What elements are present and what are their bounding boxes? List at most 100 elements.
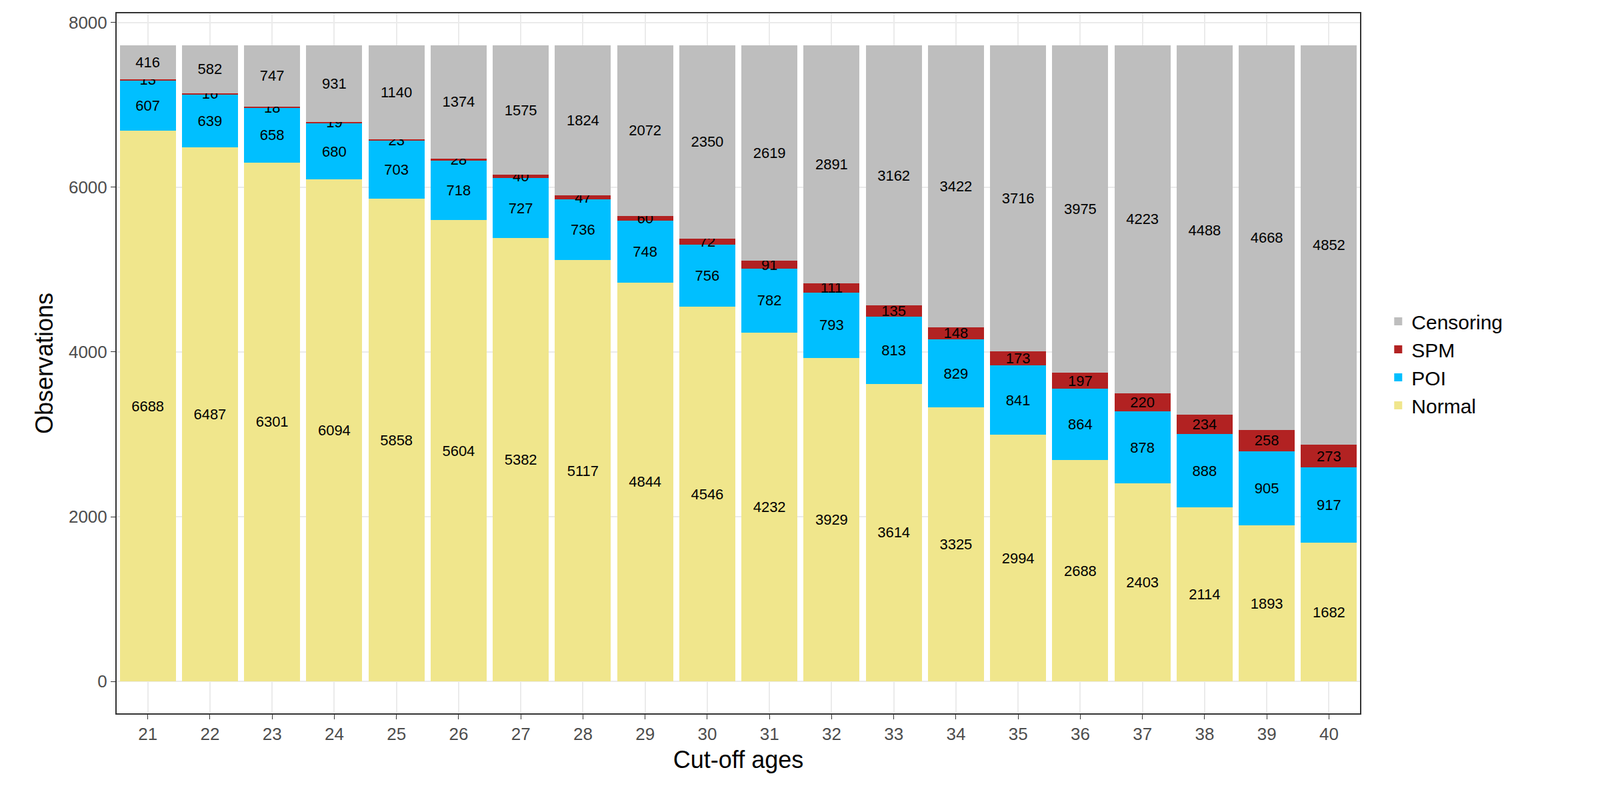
svg-text:2403: 2403: [1126, 574, 1159, 591]
svg-text:111: 111: [820, 279, 843, 296]
svg-text:4546: 4546: [690, 486, 724, 503]
svg-text:POI: POI: [1411, 367, 1446, 390]
svg-text:703: 703: [384, 161, 409, 178]
svg-text:4232: 4232: [753, 498, 786, 516]
svg-text:24: 24: [324, 724, 344, 744]
svg-text:23: 23: [262, 724, 282, 744]
svg-text:72: 72: [699, 233, 716, 250]
svg-text:4000: 4000: [68, 342, 108, 362]
svg-text:2688: 2688: [1064, 562, 1097, 580]
svg-text:31: 31: [760, 724, 780, 744]
svg-text:Normal: Normal: [1411, 395, 1476, 418]
svg-text:841: 841: [1006, 392, 1031, 409]
svg-text:416: 416: [135, 54, 160, 71]
svg-text:28: 28: [450, 151, 467, 168]
svg-text:4668: 4668: [1250, 229, 1284, 246]
svg-text:37: 37: [1132, 724, 1152, 744]
svg-text:864: 864: [1068, 416, 1093, 433]
svg-text:5858: 5858: [380, 432, 413, 449]
svg-text:34: 34: [946, 724, 966, 744]
svg-text:793: 793: [819, 316, 844, 334]
svg-text:39: 39: [1257, 724, 1277, 744]
svg-text:8000: 8000: [68, 12, 108, 33]
svg-text:2994: 2994: [1002, 550, 1035, 567]
svg-text:Cut-off ages: Cut-off ages: [673, 746, 804, 774]
svg-text:5604: 5604: [442, 442, 475, 460]
svg-text:1374: 1374: [442, 93, 475, 110]
svg-text:2891: 2891: [815, 156, 848, 173]
svg-text:5382: 5382: [504, 451, 538, 468]
svg-text:4488: 4488: [1188, 222, 1221, 239]
svg-text:6094: 6094: [318, 422, 351, 439]
svg-text:813: 813: [881, 342, 906, 359]
svg-text:748: 748: [632, 243, 658, 260]
svg-text:2350: 2350: [690, 133, 724, 150]
svg-text:1575: 1575: [504, 102, 538, 119]
svg-text:829: 829: [944, 365, 969, 382]
svg-text:931: 931: [322, 75, 347, 92]
svg-text:5117: 5117: [567, 462, 599, 480]
svg-text:3325: 3325: [939, 536, 972, 553]
svg-text:727: 727: [508, 200, 534, 217]
svg-text:2000: 2000: [68, 506, 108, 527]
svg-text:658: 658: [260, 126, 285, 144]
svg-text:40: 40: [1319, 724, 1339, 744]
svg-text:747: 747: [260, 67, 285, 84]
svg-text:680: 680: [322, 143, 347, 160]
svg-text:3975: 3975: [1064, 200, 1097, 218]
svg-text:1824: 1824: [566, 112, 600, 129]
svg-text:6000: 6000: [68, 177, 108, 198]
svg-text:3716: 3716: [1002, 190, 1035, 207]
svg-text:38: 38: [1194, 724, 1214, 744]
svg-text:782: 782: [757, 292, 782, 309]
svg-text:220: 220: [1130, 394, 1155, 411]
svg-text:Censoring: Censoring: [1411, 311, 1503, 334]
svg-text:28: 28: [573, 724, 593, 744]
svg-text:47: 47: [574, 189, 591, 206]
svg-text:135: 135: [881, 302, 906, 320]
svg-text:3162: 3162: [877, 167, 910, 184]
svg-text:91: 91: [761, 256, 778, 274]
svg-text:273: 273: [1316, 448, 1342, 465]
svg-text:0: 0: [97, 671, 107, 692]
svg-text:22: 22: [200, 724, 220, 744]
svg-text:27: 27: [511, 724, 531, 744]
svg-text:25: 25: [386, 724, 406, 744]
svg-text:2072: 2072: [628, 122, 662, 139]
svg-text:29: 29: [635, 724, 655, 744]
svg-text:1140: 1140: [380, 84, 412, 101]
svg-text:6301: 6301: [256, 413, 289, 430]
svg-text:1893: 1893: [1250, 595, 1284, 612]
svg-text:718: 718: [446, 182, 472, 199]
svg-text:1682: 1682: [1312, 604, 1346, 621]
svg-text:4223: 4223: [1126, 210, 1159, 228]
svg-text:4852: 4852: [1312, 236, 1346, 254]
svg-text:234: 234: [1192, 416, 1218, 433]
svg-text:16: 16: [202, 85, 218, 102]
svg-text:4844: 4844: [628, 473, 662, 490]
svg-text:917: 917: [1316, 496, 1342, 514]
svg-text:SPM: SPM: [1411, 339, 1455, 362]
svg-text:756: 756: [695, 267, 720, 284]
svg-text:23: 23: [388, 132, 404, 149]
svg-text:19: 19: [326, 114, 342, 131]
svg-text:736: 736: [570, 221, 596, 238]
svg-text:3422: 3422: [939, 178, 972, 195]
svg-text:3614: 3614: [877, 524, 910, 541]
svg-text:30: 30: [697, 724, 717, 744]
svg-text:33: 33: [884, 724, 904, 744]
svg-text:582: 582: [198, 60, 223, 78]
svg-text:888: 888: [1192, 462, 1218, 480]
svg-text:148: 148: [944, 324, 969, 342]
svg-text:36: 36: [1070, 724, 1090, 744]
svg-text:258: 258: [1254, 432, 1280, 449]
svg-text:3929: 3929: [815, 511, 848, 528]
svg-text:6688: 6688: [131, 398, 164, 415]
svg-text:32: 32: [822, 724, 842, 744]
svg-text:639: 639: [198, 112, 223, 130]
svg-text:6487: 6487: [193, 406, 226, 423]
svg-text:Observations: Observations: [30, 292, 58, 434]
svg-text:18: 18: [264, 99, 280, 116]
svg-text:905: 905: [1254, 480, 1280, 497]
svg-text:26: 26: [448, 724, 468, 744]
